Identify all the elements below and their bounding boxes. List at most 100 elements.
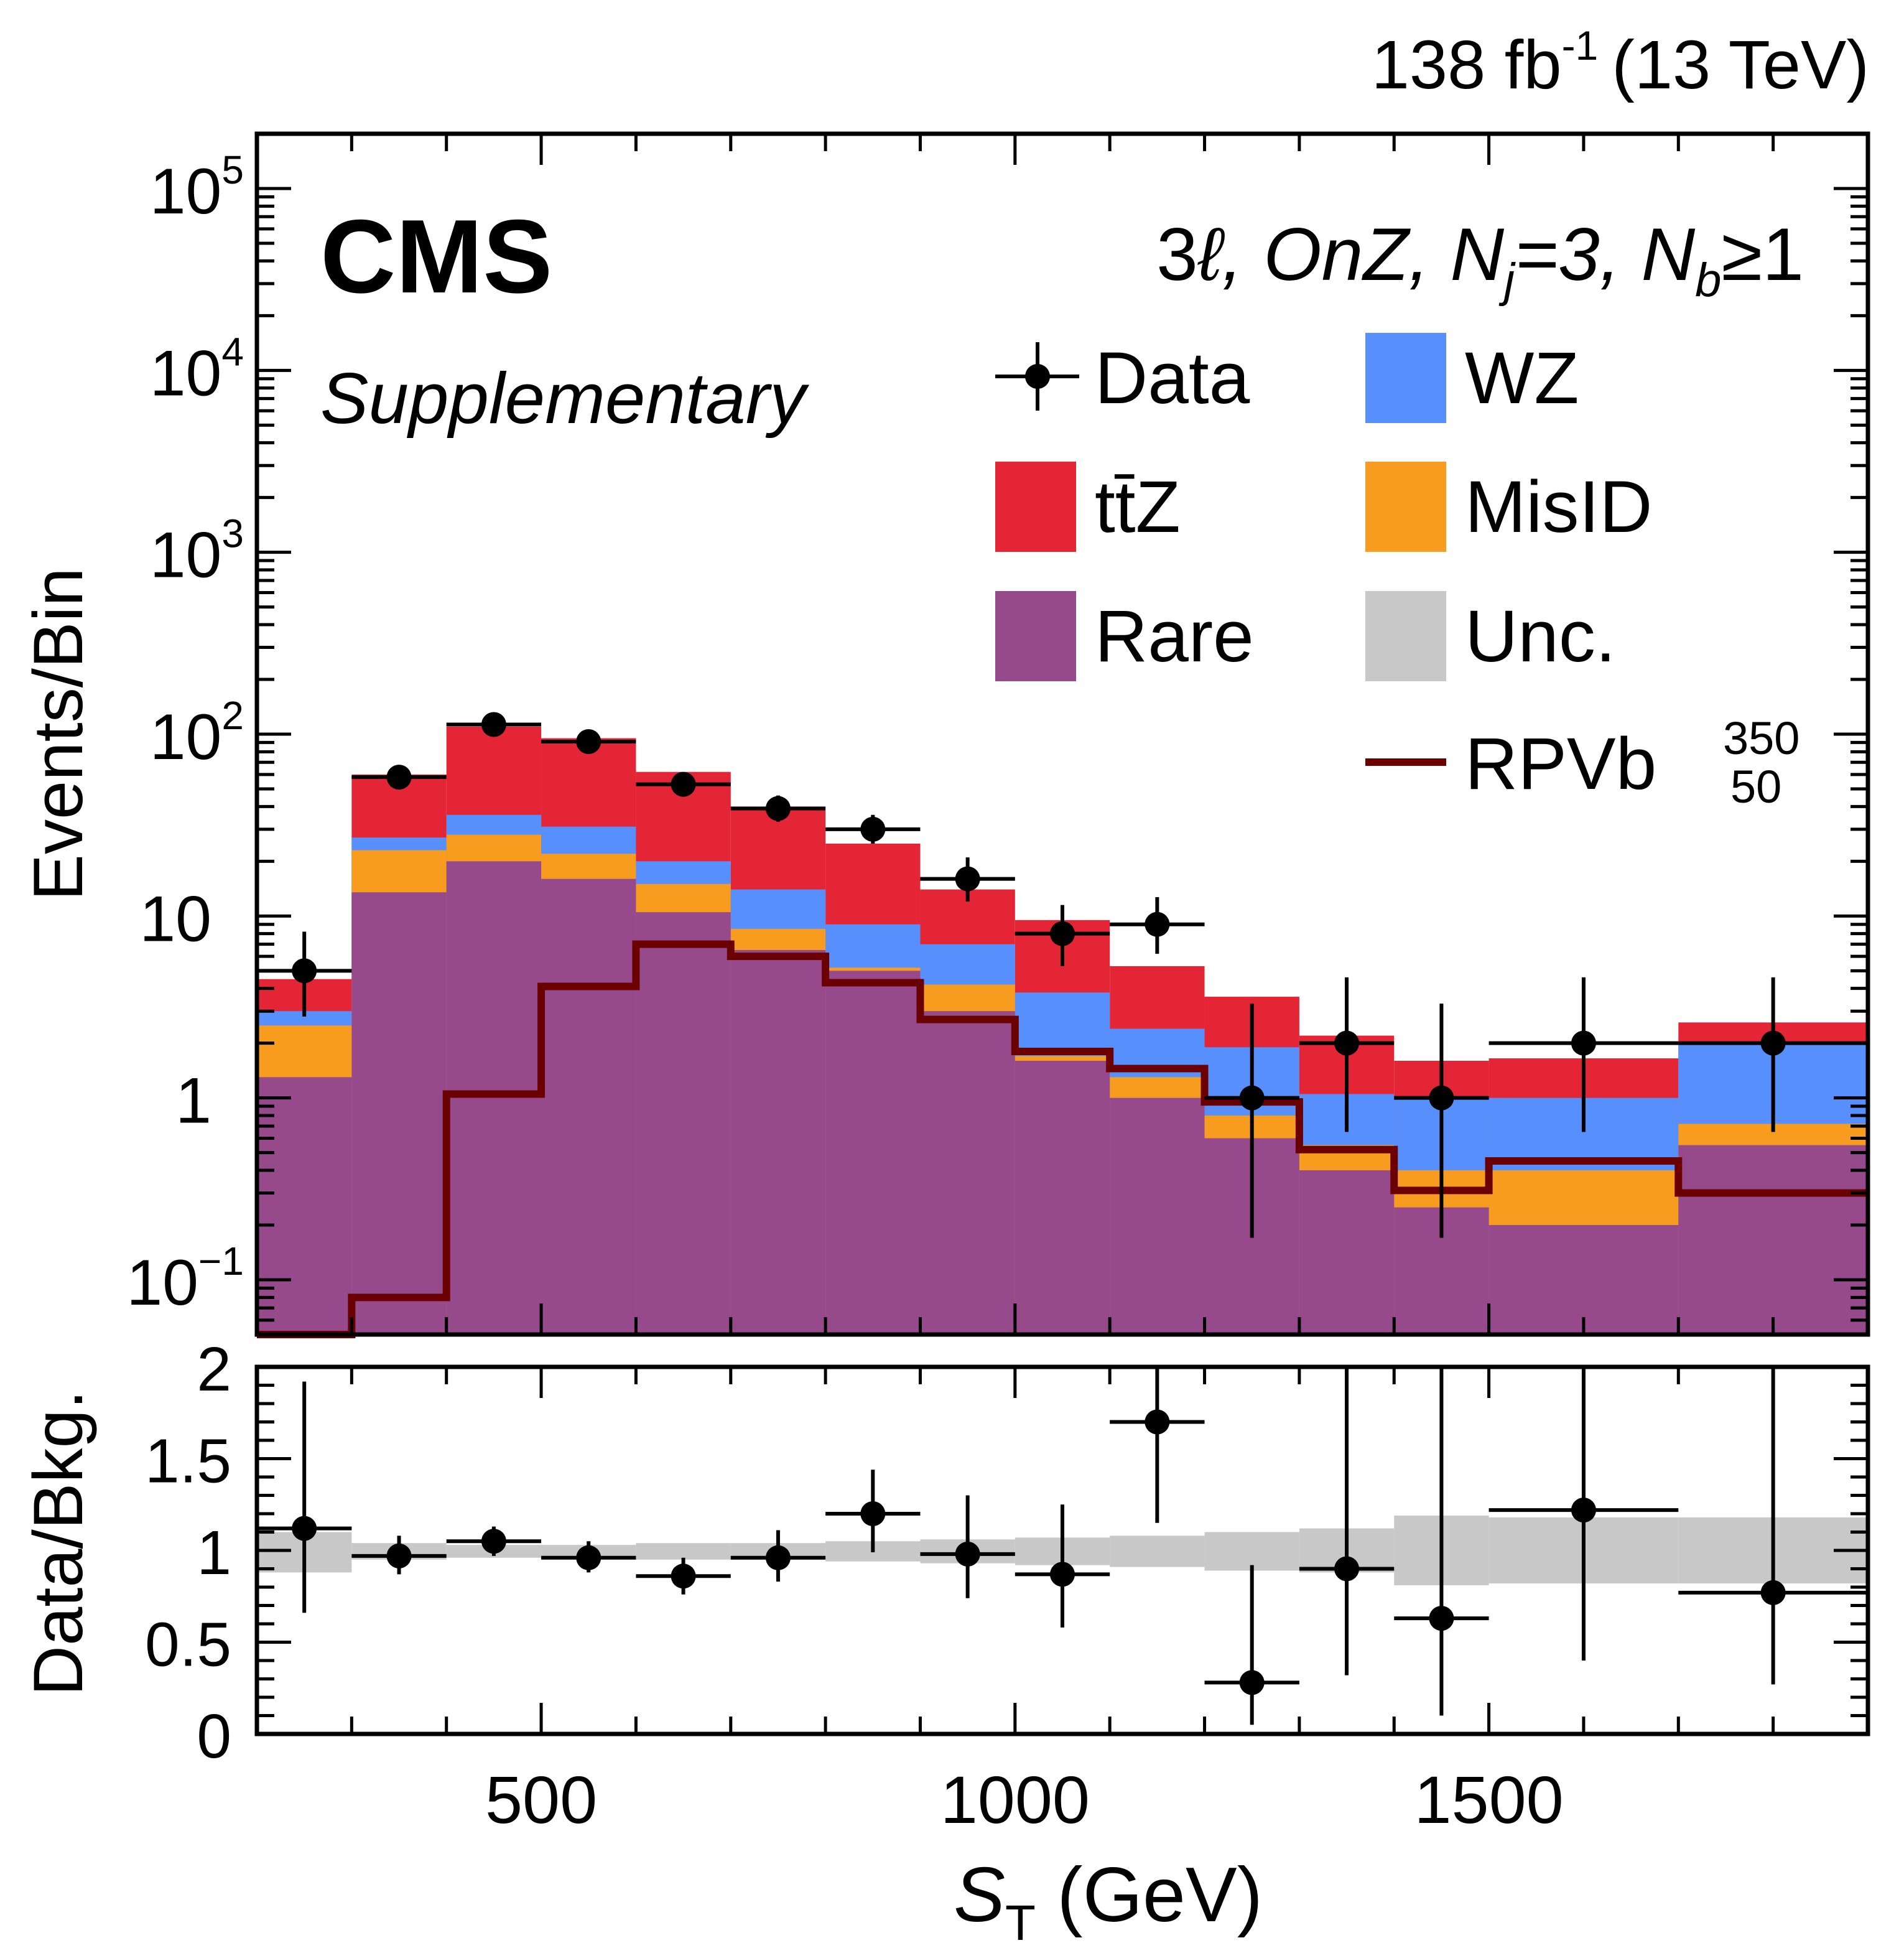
legend-entry-rare: Rare [995,591,1254,681]
main-panel-frame [254,131,1870,1337]
legend-unc-label: Unc. [1465,595,1616,678]
signal-layer [257,940,1868,1338]
data-point-3 [576,729,601,754]
data-point-13 [1571,1030,1596,1056]
ratio-y-tick-label-0: 0 [197,1702,231,1771]
ratio-data-points [257,1367,1868,1725]
main-y-tick-label-3: 102 [150,693,244,773]
stack-layers [257,726,1868,1335]
ratio-point-10 [1239,1670,1265,1695]
data-point-5 [765,796,791,821]
cms-label: CMS [320,198,552,315]
data-point-14 [1760,1030,1786,1056]
ratio-point-5 [765,1545,791,1570]
stack-bar-rare-2 [446,861,542,1335]
ratio-y-tick-label-4: 2 [197,1335,231,1404]
ratio-y-axis-title: Data/Bkg. [19,1390,97,1696]
legend-rare-swatch [995,591,1076,681]
legend-entry-ttz: tt̄Z [995,462,1181,552]
main-y-tick-label-5: 104 [150,329,244,409]
stack-bar-rare-4 [636,912,731,1335]
stack-bar-rare-9 [1110,1097,1205,1335]
data-point-9 [1145,911,1170,937]
data-point-8 [1050,921,1075,946]
ratio-point-12 [1429,1606,1454,1631]
ratio-point-7 [955,1541,980,1567]
legend-wz-label: WZ [1465,337,1579,419]
data-point-10 [1239,1085,1265,1111]
stack-bar-rare-1 [351,892,447,1335]
legend-unc-swatch [1365,591,1446,681]
legend-data-marker [1025,364,1050,389]
ratio-y-tick-label-1: 0.5 [145,1610,231,1680]
stack-bar-rare-6 [825,971,921,1335]
legend-wz-swatch [1365,333,1446,423]
ratio-y-tick-label-3: 1.5 [145,1427,231,1496]
legend-entry-misid: MisID [1365,462,1653,552]
data-point-1 [386,765,412,790]
data-point-4 [671,771,696,797]
main-y-tick-label-2: 10 [139,883,211,955]
ratio-point-3 [576,1545,601,1570]
main-y-tick-label-4: 103 [150,511,244,592]
legend-rare-label: Rare [1095,595,1254,678]
x-axis-title: ST (GeV) [954,1852,1263,1943]
stack-bar-rare-5 [730,950,826,1335]
ratio-axis-ticks: 0 0.5 1 1.5 2 500 1000 1500 [145,1335,1870,1837]
legend-signal-label: RPVb [1465,723,1656,805]
data-point-0 [292,958,317,984]
x-tick-label-1: 1000 [940,1762,1090,1837]
main-y-tick-label-6: 105 [150,147,244,228]
legend-data-label: Data [1095,337,1250,419]
legend-entry-wz: WZ [1365,333,1579,423]
data-point-12 [1429,1085,1454,1111]
legend-ttz-swatch [995,462,1076,552]
ratio-point-6 [860,1501,886,1526]
ratio-point-13 [1571,1498,1596,1523]
legend-ttz-label: tt̄Z [1095,466,1181,548]
ratio-point-4 [671,1563,696,1589]
stack-bar-rare-7 [920,1011,1015,1335]
legend-signal-sub: 50 [1730,761,1781,813]
supplementary-label: Supplementary [320,358,809,439]
data-point-11 [1334,1030,1360,1056]
stack-bar-rare-8 [1015,1060,1110,1335]
ratio-point-2 [481,1529,506,1554]
x-tick-label-0: 500 [485,1762,597,1837]
ratio-band-bin-4 [636,1543,731,1560]
ratio-point-9 [1145,1409,1170,1435]
ratio-band-bin-9 [1110,1535,1205,1567]
legend-entry-data: Data [995,337,1250,419]
main-axis-ticks: 10−1 1 10 102 103 104 105 [126,132,1870,1336]
legend-entry-unc: Unc. [1365,591,1616,681]
stack-bar-rare-11 [1299,1170,1395,1335]
ratio-y-tick-label-2: 1 [197,1518,231,1588]
legend-signal-sup: 350 [1723,712,1800,764]
legend-misid-swatch [1365,462,1446,552]
ratio-point-0 [292,1516,317,1541]
stack-bar-rare-13 [1488,1224,1679,1335]
legend-entry-signal: RPVb 350 50 [1365,712,1800,813]
lumi-label: 138 fb-1 (13 TeV) [1372,22,1869,103]
main-y-axis-title: Events/Bin [19,567,97,900]
data-point-6 [860,816,886,842]
stack-bar-rare-0 [257,1077,352,1335]
main-y-tick-label-0: 10−1 [126,1239,244,1319]
ratio-point-11 [1334,1556,1360,1582]
ratio-band-bin-10 [1204,1532,1299,1571]
legend-misid-label: MisID [1465,466,1653,548]
data-point-7 [955,866,980,892]
main-y-tick-label-1: 1 [175,1065,211,1137]
legend: Data WZ tt̄Z MisID Rare Unc. RPVb 350 50 [995,333,1800,813]
ratio-panel-frame [254,1364,1870,1736]
data-point-2 [481,712,506,737]
ratio-point-8 [1050,1562,1075,1587]
ratio-point-14 [1760,1580,1786,1605]
stack-bar-rare-3 [541,878,636,1335]
ratio-point-1 [386,1543,412,1568]
data-layer [257,712,1868,1238]
signal-rpvb-line [257,940,1868,1338]
selection-label: 3ℓ, OnZ, Nj=3, Nb≥1 [1156,213,1804,307]
stack-bar-rare-14 [1678,1145,1868,1335]
x-tick-label-2: 1500 [1414,1762,1563,1837]
